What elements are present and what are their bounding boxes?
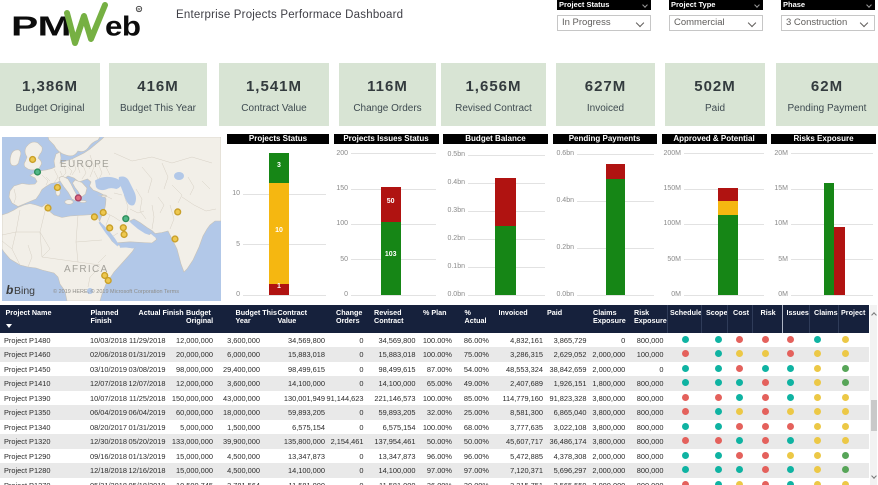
svg-text:AFRICA: AFRICA <box>64 264 108 275</box>
svg-text:© 2019 HERE, © 2019 Microsoft: © 2019 HERE, © 2019 Microsoft Corporatio… <box>53 288 179 295</box>
svg-text:R: R <box>137 7 141 13</box>
svg-text:eb: eb <box>105 11 140 42</box>
svg-text:PM: PM <box>11 11 71 42</box>
svg-text:b: b <box>6 283 13 297</box>
svg-text:EUROPE: EUROPE <box>60 159 110 170</box>
svg-text:Bing: Bing <box>14 285 35 297</box>
